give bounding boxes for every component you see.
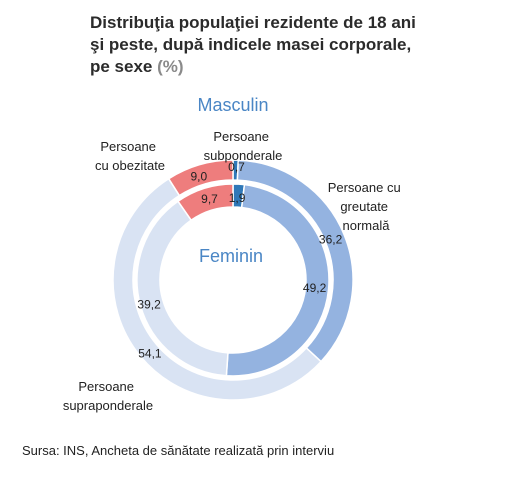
category-label-normal-line-1: Persoane cu: [328, 180, 401, 195]
ring-title-masculin: Masculin: [197, 95, 268, 115]
value-label-outer-normal: 36,2: [319, 233, 343, 247]
value-label-inner-normal: 49,2: [303, 281, 327, 295]
slice-outer-obese: [167, 159, 234, 197]
source-note: Sursa: INS, Ancheta de sănătate realizat…: [22, 443, 335, 458]
category-label-obese: Persoane cu obezitate: [95, 139, 165, 173]
slice-inner-normal: [225, 183, 330, 377]
slice-inner-obese: [177, 183, 234, 222]
category-label-overweight: Persoane supraponderale: [63, 379, 153, 413]
chart-title-line-1: Distribuţia populaţiei rezidente de 18 a…: [90, 13, 416, 32]
category-label-underweight: Persoane subponderale: [204, 129, 283, 163]
category-label-obese-line-1: Persoane: [100, 139, 156, 154]
category-label-overweight-line-2: supraponderale: [63, 398, 153, 413]
category-label-normal-line-2: greutate: [340, 199, 388, 214]
category-label-overweight-line-1: Persoane: [78, 379, 134, 394]
ring-title-feminin: Feminin: [199, 246, 263, 266]
value-label-outer-obese: 9,0: [190, 169, 207, 183]
category-label-underweight-line-2: subponderale: [204, 148, 283, 163]
value-label-outer-overweight: 54,1: [138, 347, 162, 361]
category-label-normal: Persoane cu greutate normală: [328, 180, 405, 233]
outer-ring-masculin: [112, 159, 354, 401]
value-labels: 0,7 36,2 54,1 9,0 1,9 49,2 39,2 9,7: [137, 160, 342, 361]
value-label-inner-underweight: 1,9: [229, 191, 246, 205]
chart-title-line-3: pe sexe (%): [90, 56, 500, 78]
chart-title-unit: (%): [157, 57, 184, 76]
category-label-obese-line-2: cu obezitate: [95, 158, 165, 173]
chart-title-line-2: şi peste, după indicele masei corporale,: [90, 35, 412, 54]
category-label-normal-line-3: normală: [343, 218, 391, 233]
category-label-underweight-line-1: Persoane: [213, 129, 269, 144]
inner-ring-feminin: [136, 183, 330, 377]
value-label-inner-obese: 9,7: [201, 192, 218, 206]
chart-title: Distribuţia populaţiei rezidente de 18 a…: [90, 12, 500, 78]
chart-title-line-3-text: pe sexe: [90, 57, 153, 76]
value-label-outer-underweight: 0,7: [228, 160, 245, 174]
value-label-inner-overweight: 39,2: [137, 298, 161, 312]
